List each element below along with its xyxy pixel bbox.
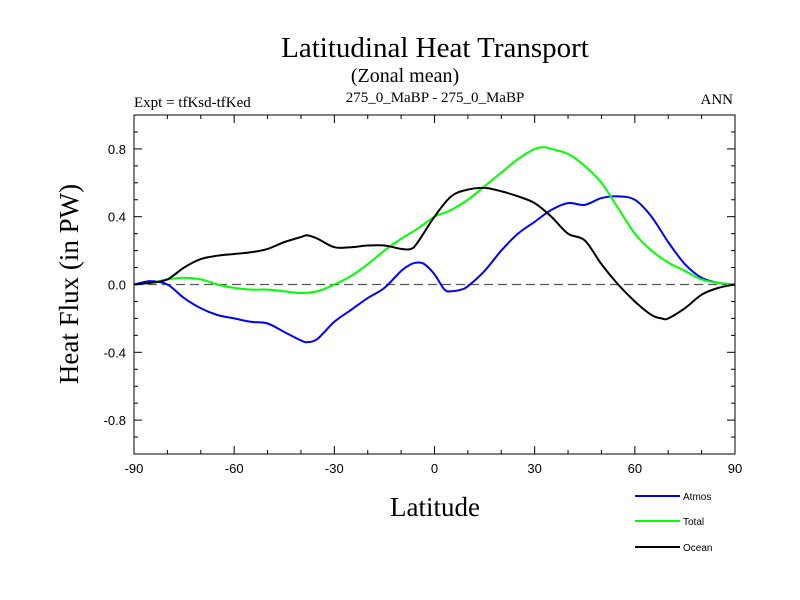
x-tick-label: 0 (431, 461, 438, 476)
legend-label-ocean: Ocean (683, 543, 712, 554)
experiment-label: Expt = tfKsd-tfKed (134, 95, 251, 111)
data-series (133, 146, 736, 344)
x-tick-label: -60 (225, 461, 244, 476)
chart-title: Latitudinal Heat Transport (281, 32, 589, 64)
y-tick-label: -0.4 (104, 345, 126, 360)
x-tick-label: -90 (125, 461, 144, 476)
comparison-label: 275_0_MaBP - 275_0_MaBP (346, 90, 525, 106)
y-tick-label: 0.4 (108, 210, 126, 225)
chart-subtitle: (Zonal mean) (351, 65, 459, 87)
series-line-ocean (133, 186, 736, 321)
series-line-atmos (133, 195, 736, 344)
legend-label-atmos: Atmos (683, 492, 711, 503)
axis-ticks: -90 -60 -30 0 30 60 90 -0.8 -0.4 0.0 0.4 0.8 (104, 114, 742, 476)
y-tick-label: 0.8 (108, 142, 126, 157)
legend: Atmos Total Ocean (635, 492, 712, 554)
season-label: ANN (701, 92, 734, 108)
y-tick-label: -0.8 (104, 413, 126, 428)
x-tick-label: -30 (325, 461, 344, 476)
x-tick-label: 30 (527, 461, 541, 476)
y-axis-title: Heat Flux (in PW) (54, 184, 84, 384)
x-axis-title: Latitude (390, 492, 480, 522)
legend-label-total: Total (683, 517, 704, 528)
y-tick-label: 0.0 (108, 278, 126, 293)
x-tick-label: 60 (628, 461, 642, 476)
series-line-total (133, 146, 736, 294)
x-tick-label: 90 (728, 461, 742, 476)
